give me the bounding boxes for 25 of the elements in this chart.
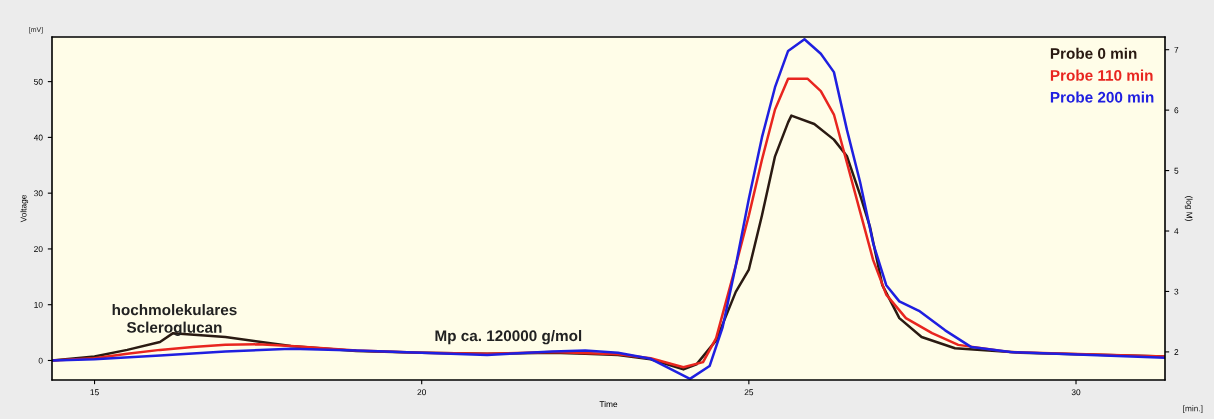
y2-tick-label: 2	[1174, 349, 1179, 355]
x-axis-title: Time	[599, 400, 618, 408]
y2-tick-label: 5	[1174, 167, 1179, 174]
y-tick-label: 0	[38, 357, 43, 364]
y2-tick-label: 7	[1174, 46, 1179, 53]
y2-tick-label: 3	[1174, 288, 1179, 295]
text: Probe 0 min	[1050, 47, 1137, 59]
y2-axis-title: (log M)	[1184, 196, 1193, 221]
x-tick-label: 20	[417, 389, 426, 396]
y2-tick-label: 4	[1174, 228, 1179, 235]
y-axis-title: Voltage	[20, 194, 29, 223]
x-tick-label: 15	[90, 389, 99, 396]
y-tick-label: 30	[34, 190, 43, 197]
y2-tick-label: 6	[1174, 107, 1179, 114]
text: Probe 200 min	[1050, 91, 1154, 103]
y-tick-label: 50	[34, 78, 43, 85]
x-tick-label: 25	[744, 389, 754, 396]
annotation: hochmolekulares Scleroglucan	[112, 304, 237, 336]
text: Probe 110 min	[1050, 69, 1153, 81]
text: [min.]	[1183, 405, 1203, 414]
y-tick-label: 20	[34, 246, 43, 253]
y-tick-label: 10	[34, 301, 43, 308]
x-tick-label: 30	[1071, 389, 1081, 396]
y-tick-label: 40	[33, 134, 43, 141]
annotation: Mp ca. 120000 g/mol	[435, 329, 582, 345]
